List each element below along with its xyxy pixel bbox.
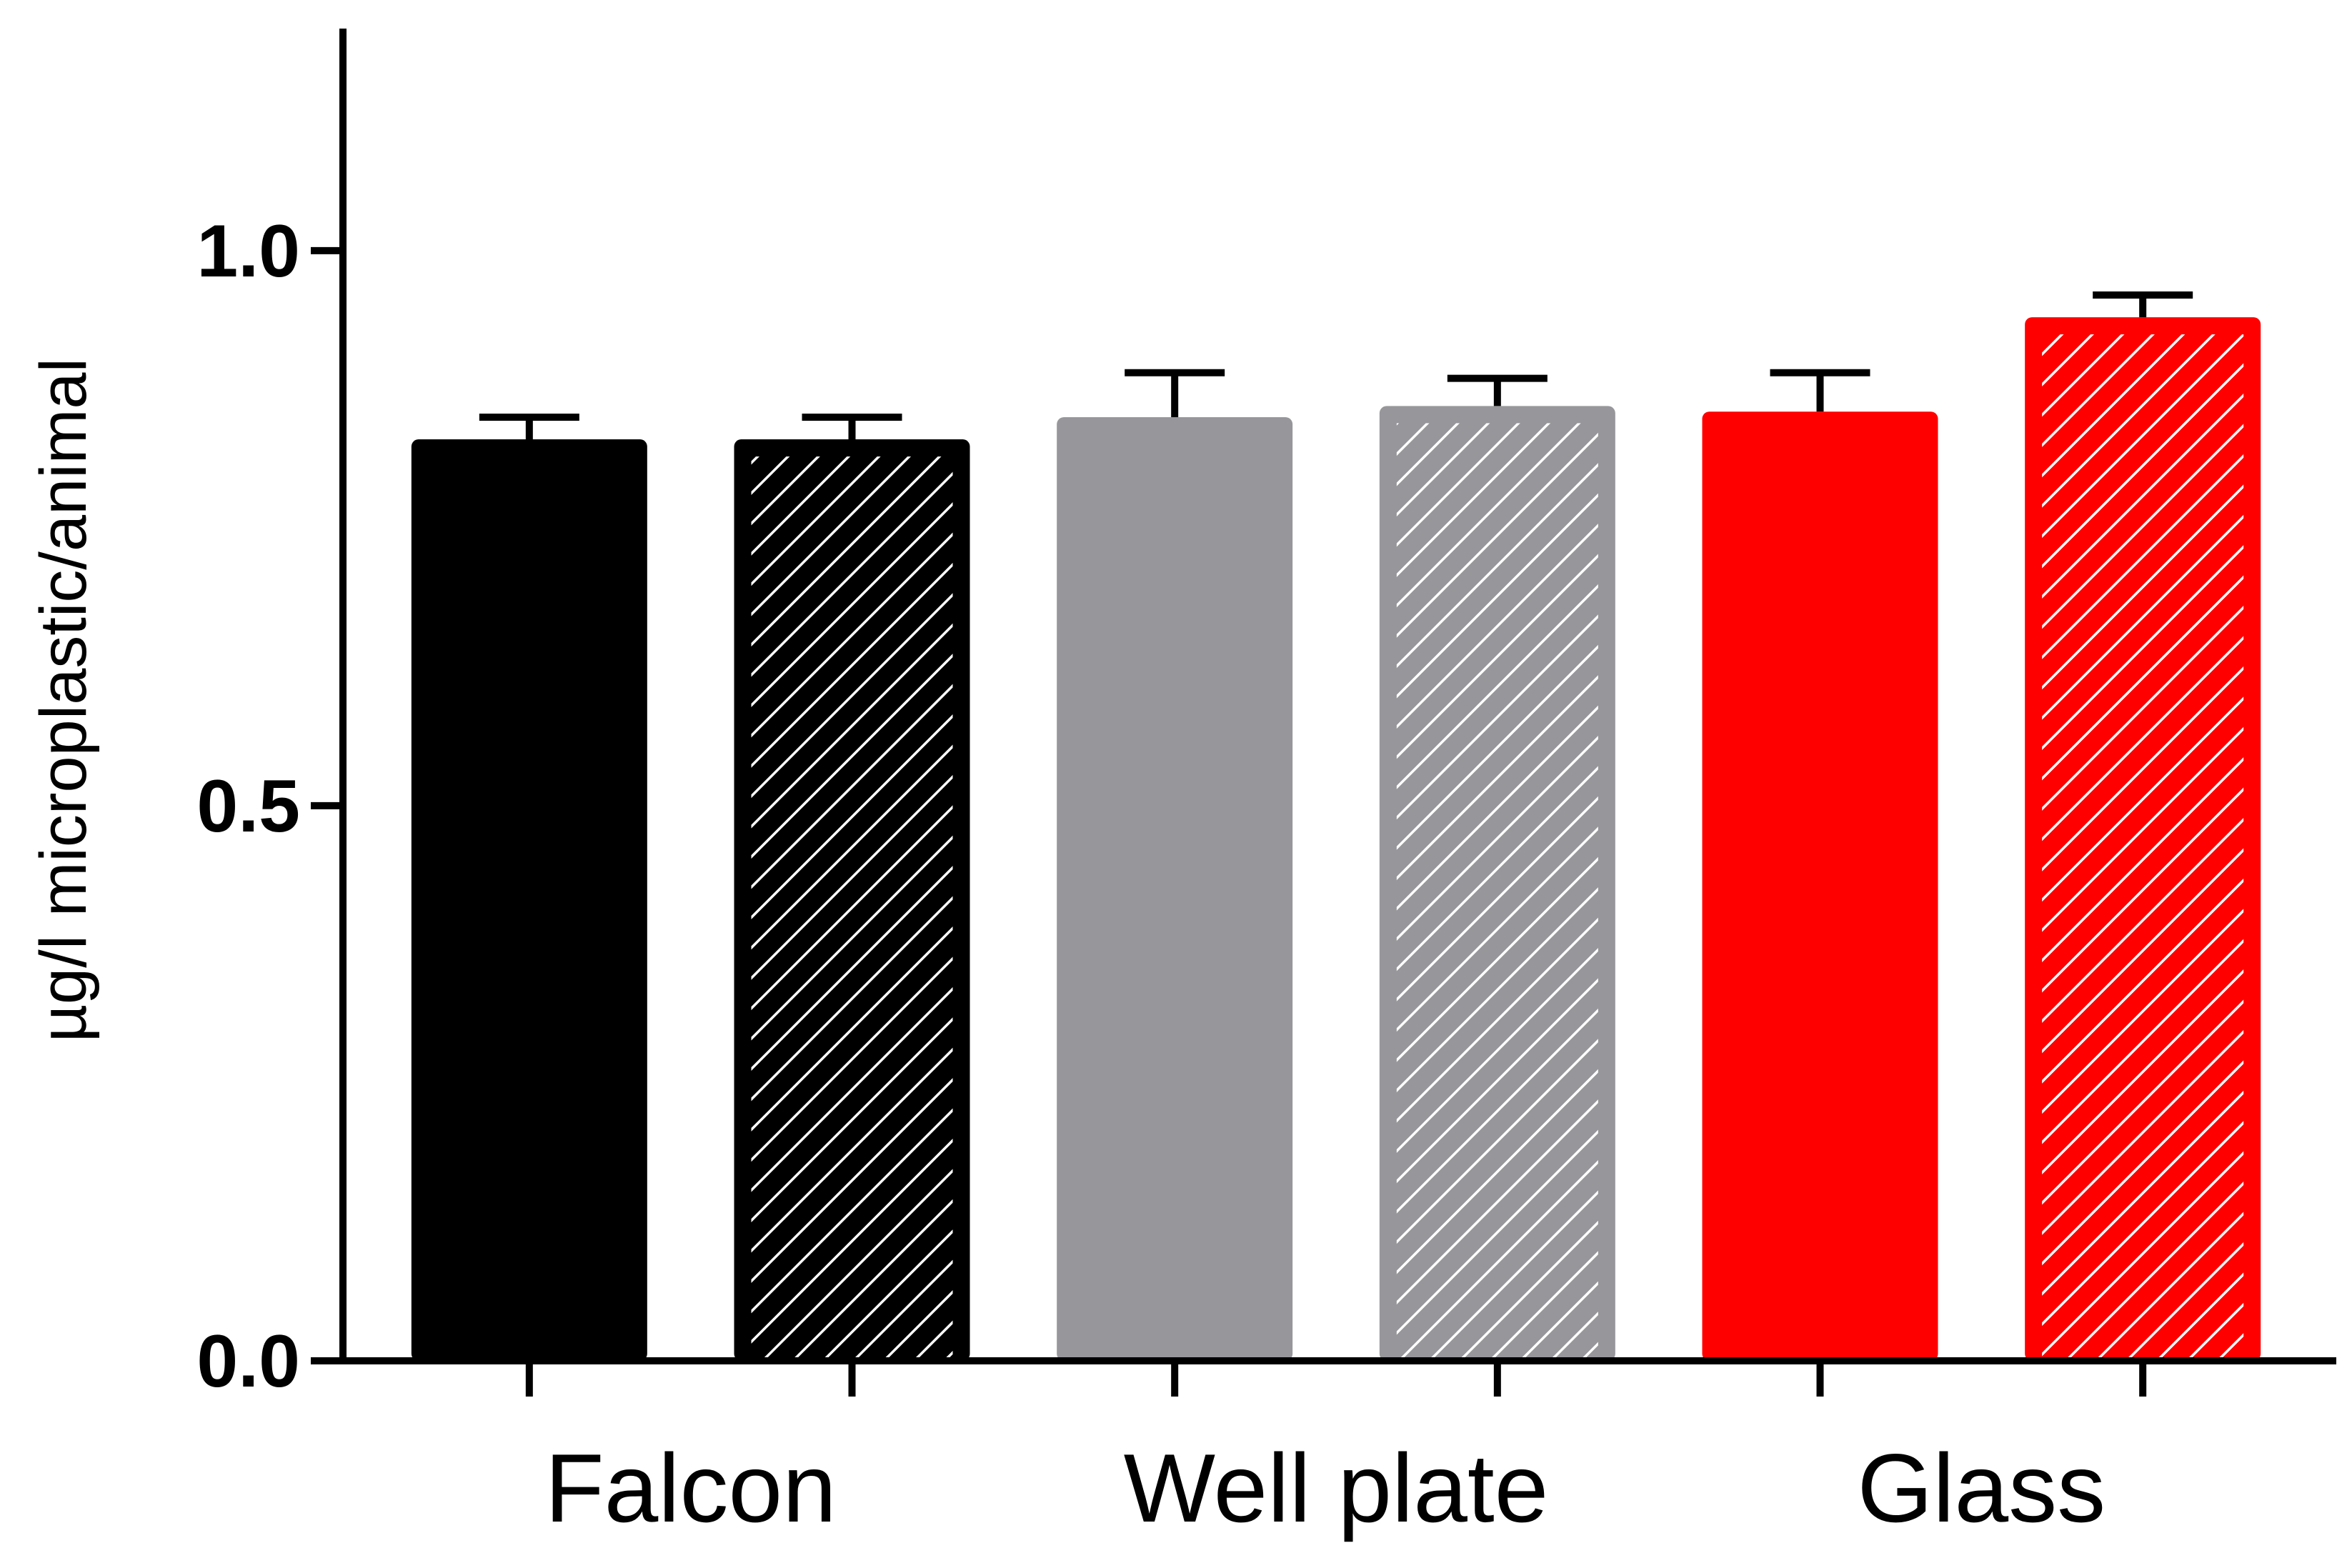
bar-fill (411, 439, 647, 1361)
category-label: Glass (1858, 1434, 2106, 1542)
x-ticks-layer (525, 1361, 2147, 1397)
bar-well-plate-solid (1057, 416, 1293, 1362)
error-bars-layer (479, 291, 2193, 440)
category-label: Falcon (545, 1434, 837, 1542)
bar-fill (1057, 416, 1293, 1362)
bars-layer (411, 317, 2261, 1362)
bar-hatch (1396, 423, 1598, 1361)
y-tick-label: 0.5 (196, 765, 300, 848)
bar-well-plate-hatched (1379, 406, 1615, 1361)
bar-falcon-solid (411, 439, 647, 1361)
category-label: Well plate (1124, 1434, 1549, 1542)
bar-glass-solid (1702, 411, 1938, 1361)
bar-glass-hatched (2025, 317, 2261, 1361)
bar-hatch (751, 456, 953, 1361)
category-labels-layer: Falcon Well plate Glass (545, 1434, 2106, 1542)
bar-falcon-hatched (734, 439, 970, 1361)
bar-fill (1702, 411, 1938, 1361)
y-tick-label: 0.0 (196, 1320, 300, 1403)
y-ticks-layer: 0.0 0.5 1.0 (196, 210, 343, 1403)
bar-hatch (2042, 334, 2244, 1361)
y-axis-title: µg/l microplastic/animal (27, 358, 100, 1042)
y-tick-label: 1.0 (196, 210, 300, 293)
